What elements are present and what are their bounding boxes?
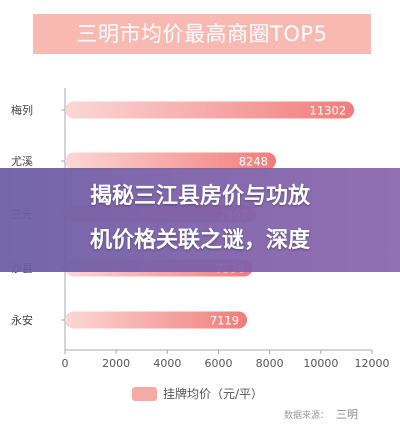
category-label: 梅列 <box>11 103 33 117</box>
x-tick-label: 8000 <box>256 357 284 370</box>
x-tick-label: 12000 <box>355 357 390 370</box>
article-headline-overlay <box>0 168 400 272</box>
category-label: 永安 <box>11 313 33 327</box>
data-label: 7119 <box>210 314 239 328</box>
bar <box>65 101 355 119</box>
headline-line-1: 揭秘三江县房价与功放 <box>89 184 310 209</box>
x-tick-label: 6000 <box>205 357 233 370</box>
bar <box>65 152 277 170</box>
category-label: 尤溪 <box>11 155 33 168</box>
x-tick-label: 0 <box>62 357 69 370</box>
data-label: 8248 <box>239 155 268 169</box>
data-label: 11302 <box>310 104 347 118</box>
data-source-text: 数据来源： <box>284 411 330 421</box>
legend-label: 挂牌均价（元/平） <box>163 387 264 401</box>
watermark-logo: 三明 <box>336 408 358 421</box>
headline-line-2: 机价格关联之谜，深度 <box>89 228 310 253</box>
chart-title: 三明市均价最高商圈TOP5 <box>76 22 328 46</box>
title-banner <box>33 14 371 54</box>
x-tick-label: 10000 <box>303 357 338 370</box>
x-tick-label: 2000 <box>102 357 130 370</box>
legend-swatch <box>132 387 157 401</box>
x-tick-label: 4000 <box>153 357 181 370</box>
bar <box>65 311 248 329</box>
